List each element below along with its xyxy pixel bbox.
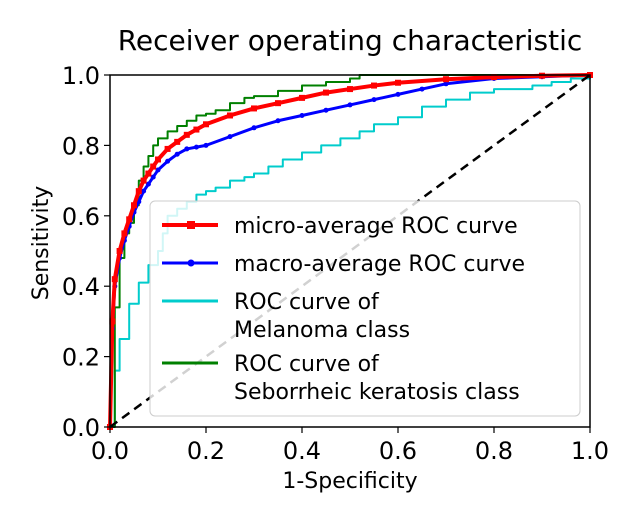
macro-marker	[203, 142, 209, 148]
macro-marker	[419, 86, 425, 92]
macro-marker	[443, 81, 449, 87]
x-axis-label: 1-Specificity	[282, 469, 417, 494]
micro-marker	[111, 276, 118, 283]
macro-marker	[347, 102, 353, 108]
chart-title: Receiver operating characteristic	[118, 24, 583, 57]
macro-marker	[155, 167, 161, 173]
y-tick-label: 0.6	[62, 203, 100, 231]
legend-label: ROC curve of	[234, 290, 380, 315]
y-tick-label: 0.0	[62, 414, 100, 442]
y-tick-label: 0.8	[62, 132, 100, 160]
y-tick-label: 0.2	[62, 344, 100, 372]
micro-marker	[347, 86, 353, 93]
micro-marker	[109, 318, 116, 325]
macro-marker	[299, 112, 305, 118]
x-tick-label: 0.0	[91, 437, 129, 465]
micro-marker	[443, 76, 449, 83]
macro-marker	[227, 134, 233, 140]
series-line-chance	[109, 73, 591, 429]
micro-marker	[135, 188, 142, 195]
macro-marker	[323, 107, 329, 113]
macro-marker	[150, 174, 156, 180]
plot-frame	[109, 74, 591, 428]
micro-marker	[155, 156, 161, 163]
macro-marker	[371, 97, 377, 103]
micro-marker	[174, 138, 181, 145]
micro-marker	[275, 100, 281, 107]
legend-label: micro-average ROC curve	[234, 214, 518, 239]
macro-marker	[145, 181, 151, 187]
macro-marker	[174, 151, 180, 157]
macro-marker	[275, 118, 281, 124]
legend-label: macro-average ROC curve	[234, 252, 525, 277]
legend-box	[149, 200, 581, 417]
macro-marker	[141, 188, 147, 194]
micro-marker	[140, 177, 147, 184]
micro-marker	[126, 216, 133, 223]
macro-marker	[184, 146, 190, 152]
micro-marker	[131, 202, 137, 209]
micro-marker	[183, 131, 190, 138]
x-tick-label: 0.8	[475, 437, 513, 465]
micro-marker	[164, 145, 171, 152]
y-axis-label: Sensitivity	[29, 186, 54, 301]
micro-marker	[323, 89, 329, 96]
macro-marker	[193, 144, 199, 150]
legend: micro-average ROC curve macro-average ROC…	[149, 200, 581, 417]
legend-label: ROC curve of	[234, 352, 380, 377]
legend-swatch-marker	[187, 221, 195, 229]
series-line-roc-curve-of-seborrheic-keratosis-class	[110, 74, 590, 428]
x-tick-label: 0.2	[187, 437, 225, 465]
y-tick-label: 1.0	[62, 62, 100, 90]
micro-marker	[491, 74, 497, 81]
micro-marker	[193, 126, 200, 133]
macro-marker	[395, 91, 401, 97]
legend-label: Melanoma class	[234, 318, 410, 343]
micro-marker	[145, 170, 152, 177]
micro-marker	[121, 230, 128, 237]
micro-marker	[371, 82, 377, 89]
legend-swatch-marker	[187, 259, 195, 267]
micro-marker	[251, 105, 257, 112]
macro-marker	[165, 158, 171, 164]
micro-marker	[227, 112, 233, 119]
x-tick-label: 0.6	[379, 437, 417, 465]
micro-marker	[150, 163, 157, 170]
macro-marker	[251, 125, 257, 131]
x-tick-label: 0.4	[283, 437, 321, 465]
micro-marker	[299, 94, 305, 101]
micro-marker	[203, 121, 209, 128]
micro-marker	[395, 79, 401, 86]
micro-marker	[116, 248, 123, 254]
x-tick-label: 1.0	[571, 437, 609, 465]
y-tick-label: 0.4	[62, 273, 100, 301]
legend-label: Seborrheic keratosis class	[234, 380, 520, 405]
